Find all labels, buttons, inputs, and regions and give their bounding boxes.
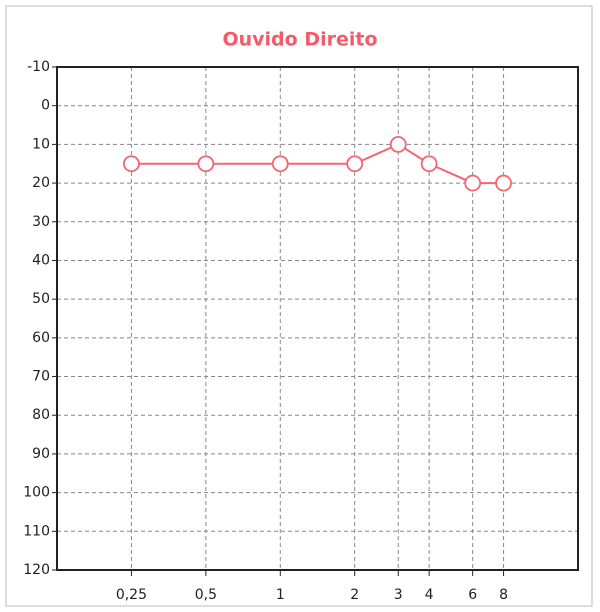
- x-tick-label: 0,25: [116, 587, 147, 603]
- plot-frame: [56, 66, 579, 571]
- data-point: [271, 155, 289, 173]
- data-point: [464, 174, 482, 192]
- x-tick-label: 2: [350, 587, 359, 603]
- y-tick-label: 70: [32, 369, 50, 385]
- data-point: [389, 135, 407, 153]
- data-point: [123, 155, 140, 173]
- y-tick-label: 40: [32, 252, 50, 268]
- x-tick-label: 3: [394, 587, 403, 603]
- chart-title: Ouvido Direito: [222, 29, 377, 51]
- x-tick-label: 4: [425, 587, 434, 603]
- x-tick-label: 1: [276, 587, 285, 603]
- data-point: [495, 174, 512, 192]
- y-tick-label: 0: [41, 98, 50, 114]
- y-tick-label: 100: [23, 485, 50, 501]
- data-point: [346, 155, 364, 173]
- data-point: [197, 155, 215, 173]
- y-tick-label: 30: [32, 214, 50, 230]
- y-tick-label: 120: [23, 562, 50, 578]
- y-tick-label: 10: [32, 136, 50, 152]
- y-tick-label: 60: [32, 330, 50, 346]
- y-tick-label: 20: [32, 175, 50, 191]
- y-tick-label: 50: [32, 291, 50, 307]
- data-point: [420, 155, 438, 173]
- x-tick-label: 6: [468, 587, 477, 603]
- x-tick-label: 8: [499, 587, 508, 603]
- y-tick-label: 80: [32, 407, 50, 423]
- x-tick-label: 0,5: [195, 587, 217, 603]
- panel-frame: [5, 5, 593, 607]
- y-tick-label: 90: [32, 446, 50, 462]
- y-tick-label: -10: [27, 59, 50, 75]
- y-tick-label: 110: [23, 523, 50, 539]
